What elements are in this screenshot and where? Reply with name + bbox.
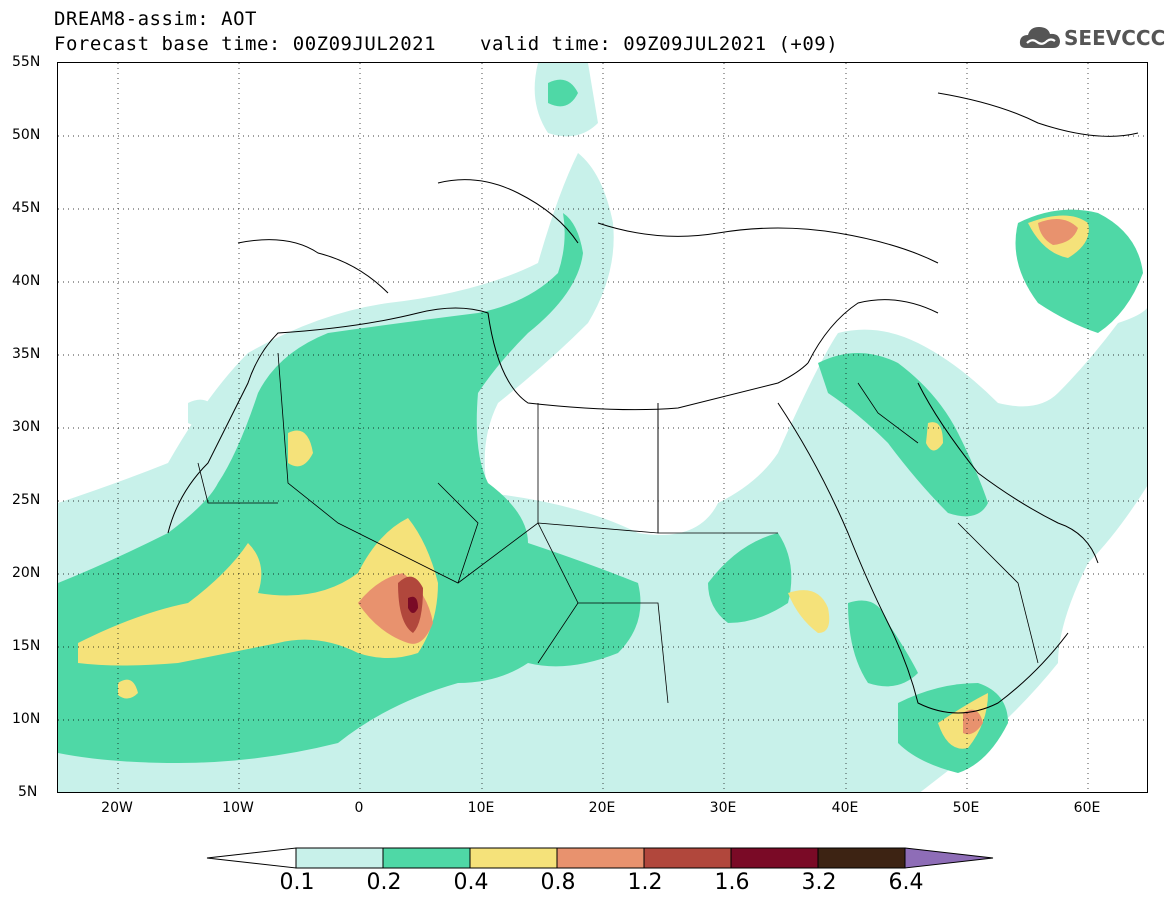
coastlines — [167, 92, 1139, 714]
logo-text: SEEVCCC — [1064, 26, 1165, 50]
colorbar-label: 6.4 — [888, 870, 924, 895]
lon-label: 20E — [588, 800, 616, 816]
lat-label: 25N — [12, 492, 41, 508]
lon-label: 10W — [222, 800, 254, 816]
lat-label: 50N — [12, 127, 41, 143]
colorbar-label: 1.2 — [627, 870, 663, 895]
lat-label: 10N — [12, 711, 41, 727]
seevccc-logo: SEEVCCC — [1018, 24, 1165, 52]
lat-label: 45N — [12, 200, 41, 216]
map-title: DREAM8-assim: AOT — [54, 8, 257, 30]
lon-label: 40E — [831, 800, 859, 816]
aot-map — [58, 63, 1147, 792]
lon-label: 0 — [354, 800, 364, 816]
colorbar-cell — [556, 847, 645, 869]
country-borders — [197, 352, 1039, 704]
aot-field-1.6 — [408, 596, 418, 613]
map-panel — [57, 62, 1148, 793]
lon-label: 10E — [467, 800, 495, 816]
lon-label: 20W — [101, 800, 133, 816]
lat-label: 35N — [12, 346, 41, 362]
colorbar-cell — [817, 847, 906, 869]
cloud-icon — [1019, 27, 1060, 48]
colorbar-min-arrow — [206, 847, 297, 869]
lat-label: 30N — [12, 419, 41, 435]
lat-label: 15N — [12, 638, 41, 654]
colorbar-label: 0.8 — [540, 870, 576, 895]
colorbar-label: 1.6 — [714, 870, 750, 895]
valid-time: valid time: 09Z09JUL2021 (+09) — [480, 33, 839, 55]
lat-label: 20N — [12, 565, 41, 581]
colorbar-cell — [382, 847, 471, 869]
colorbar-cell — [643, 847, 732, 869]
lon-label: 60E — [1073, 800, 1101, 816]
lon-label: 30E — [709, 800, 737, 816]
lon-label: 50E — [952, 800, 980, 816]
colorbar-cell — [730, 847, 819, 869]
colorbar-label: 0.4 — [453, 870, 489, 895]
colorbar-label: 0.1 — [279, 870, 315, 895]
colorbar-label: 0.2 — [366, 870, 402, 895]
colorbar-max-arrow — [904, 847, 994, 869]
lat-label: 5N — [18, 784, 38, 800]
graticule — [58, 63, 1147, 792]
forecast-base-time: Forecast base time: 00Z09JUL2021 — [54, 33, 437, 55]
colorbar-cell — [469, 847, 558, 869]
lat-label: 55N — [12, 54, 41, 70]
colorbar-label: 3.2 — [801, 870, 837, 895]
colorbar — [206, 847, 994, 869]
lat-label: 40N — [12, 273, 41, 289]
colorbar-cell — [295, 847, 384, 869]
